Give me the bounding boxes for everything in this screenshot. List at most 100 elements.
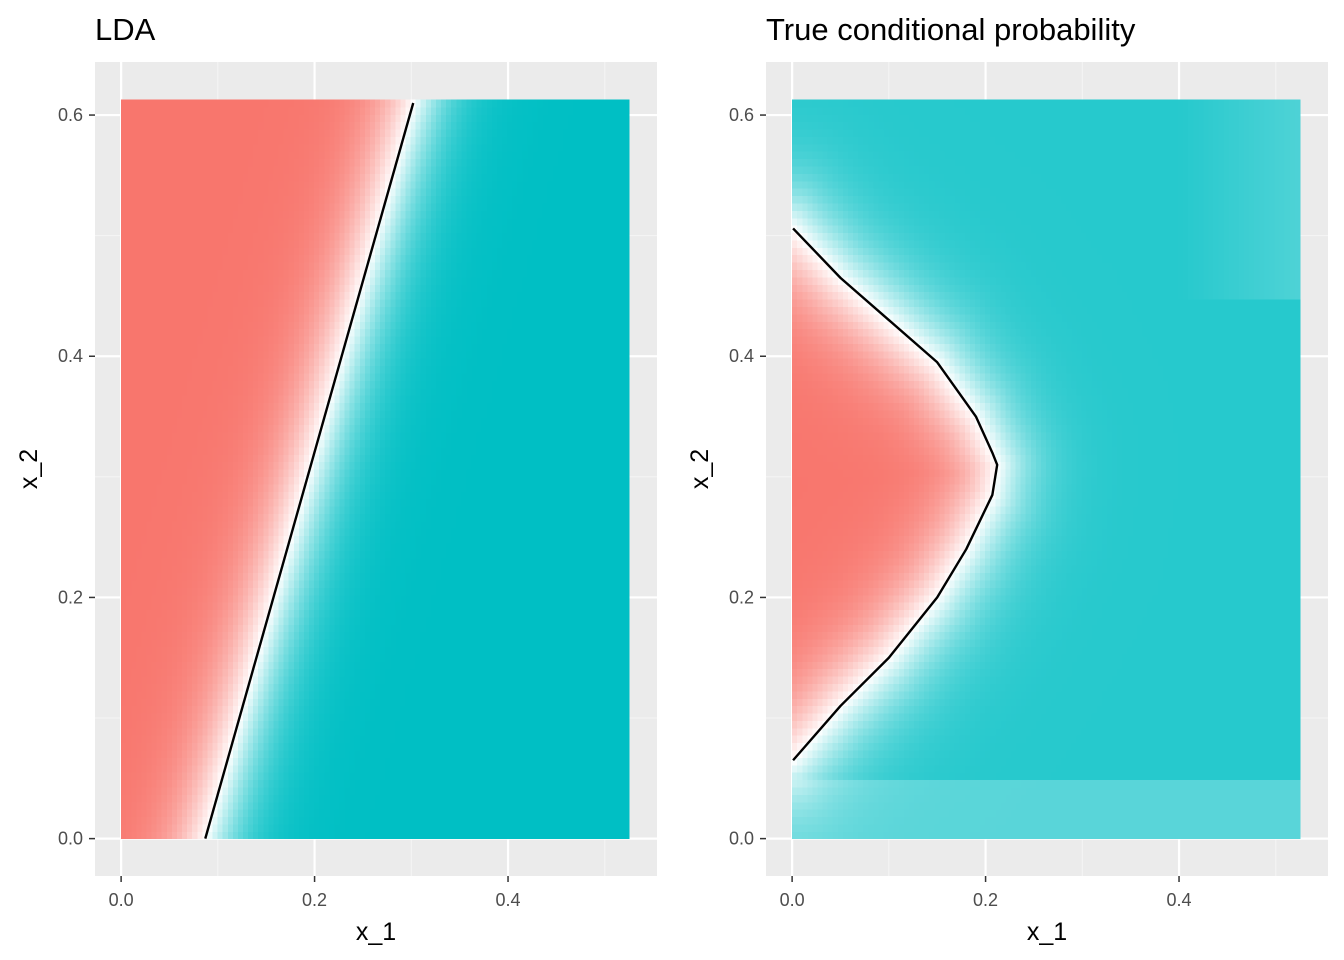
heatmap-tile [243, 579, 249, 588]
heatmap-tile [248, 565, 254, 574]
heatmap-tile [435, 683, 442, 692]
heatmap-tile [344, 801, 351, 810]
heatmap-tile [603, 831, 610, 840]
heatmap-tile [410, 609, 417, 618]
heatmap-tile [263, 690, 269, 699]
heatmap-tile [517, 698, 523, 707]
heatmap-tile [390, 779, 396, 788]
heatmap-tile [171, 786, 178, 795]
heatmap-tile [141, 757, 148, 766]
heatmap-tile [623, 720, 630, 729]
heatmap-tile [303, 786, 310, 795]
heatmap-tile [243, 742, 249, 751]
heatmap-tile [151, 653, 158, 662]
heatmap-tile [430, 735, 437, 744]
heatmap-tile [344, 823, 351, 832]
heatmap-tile [451, 727, 457, 736]
heatmap-tile [385, 624, 391, 633]
heatmap-tile [430, 794, 437, 803]
heatmap-tile [344, 535, 351, 544]
heatmap-tile [415, 683, 422, 692]
heatmap-tile [471, 520, 478, 529]
heatmap-tile [430, 579, 437, 588]
heatmap-tile [314, 520, 320, 529]
heatmap-tile [476, 831, 483, 840]
heatmap-tile [369, 742, 376, 751]
heatmap-tile [344, 705, 351, 714]
heatmap-tile [288, 631, 295, 640]
heatmap-tile [562, 609, 569, 618]
heatmap-tile [263, 668, 269, 677]
heatmap-tile [385, 742, 391, 751]
heatmap-tile [578, 764, 584, 773]
heatmap-tile [517, 675, 523, 684]
heatmap-tile [385, 520, 391, 529]
heatmap-tile [354, 794, 361, 803]
heatmap-tile [491, 594, 498, 603]
heatmap-tile [476, 594, 483, 603]
heatmap-tile [273, 742, 280, 751]
heatmap-tile [329, 476, 336, 485]
heatmap-tile [146, 557, 153, 566]
heatmap-tile [121, 653, 127, 662]
heatmap-tile [446, 631, 452, 640]
heatmap-tile [400, 535, 407, 544]
heatmap-tile [608, 602, 615, 611]
heatmap-tile [471, 483, 478, 492]
heatmap-tile [405, 823, 412, 832]
heatmap-tile [176, 520, 183, 529]
heatmap-tile [151, 764, 158, 773]
heatmap-tile [278, 668, 285, 677]
heatmap-tile [568, 587, 574, 596]
heatmap-tile [344, 616, 351, 625]
heatmap-tile [568, 764, 574, 773]
heatmap-tile [161, 801, 168, 810]
heatmap-tile [354, 609, 361, 618]
heatmap-tile [527, 727, 534, 736]
heatmap-tile [568, 823, 574, 832]
heatmap-tile [369, 727, 376, 736]
heatmap-tile [562, 757, 569, 766]
heatmap-tile [532, 698, 539, 707]
heatmap-tile [227, 779, 234, 788]
heatmap-tile [161, 816, 168, 825]
heatmap-tile [583, 675, 589, 684]
heatmap-tile [344, 712, 351, 721]
heatmap-tile [192, 683, 198, 692]
heatmap-tile [156, 550, 163, 559]
heatmap-tile [547, 616, 554, 625]
heatmap-tile [146, 757, 153, 766]
heatmap-tile [451, 661, 457, 670]
heatmap-tile [603, 698, 610, 707]
heatmap-tile [385, 557, 391, 566]
heatmap-tile [161, 616, 168, 625]
heatmap-tile [542, 809, 549, 818]
heatmap-tile [557, 705, 564, 714]
heatmap-tile [552, 609, 559, 618]
heatmap-tile [522, 550, 528, 559]
heatmap-tile [557, 594, 564, 603]
heatmap-tile [303, 735, 310, 744]
heatmap-tile [293, 565, 300, 574]
heatmap-tile [212, 779, 219, 788]
heatmap-tile [151, 535, 158, 544]
heatmap-tile [146, 720, 153, 729]
heatmap-tile [420, 749, 427, 758]
heatmap-tile [303, 668, 310, 677]
heatmap-tile [557, 809, 564, 818]
heatmap-tile [329, 646, 336, 655]
heatmap-tile [562, 631, 569, 640]
heatmap-tile [461, 624, 468, 633]
heatmap-tile [359, 513, 366, 522]
heatmap-tile [537, 587, 544, 596]
heatmap-tile [278, 735, 285, 744]
heatmap-tile [298, 816, 305, 825]
heatmap-tile [369, 483, 376, 492]
heatmap-tile [364, 498, 371, 507]
heatmap-tile [618, 772, 625, 781]
heatmap-tile [166, 579, 173, 588]
heatmap-tile [446, 565, 452, 574]
heatmap-tile [603, 491, 610, 500]
heatmap-tile [512, 727, 518, 736]
heatmap-tile [314, 735, 320, 744]
